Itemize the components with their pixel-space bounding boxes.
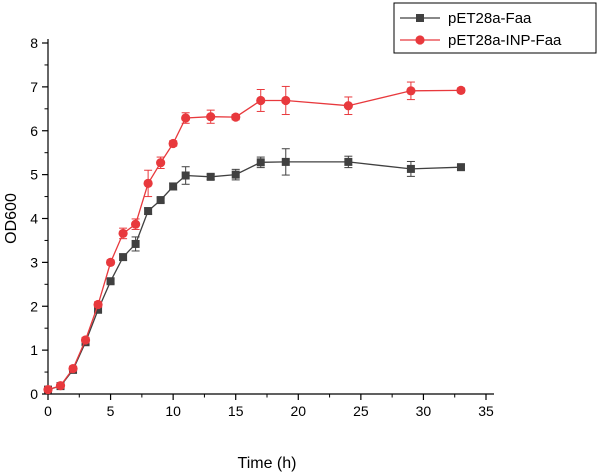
data-point: [80, 335, 91, 345]
data-point: [94, 305, 103, 314]
data-point: [156, 196, 165, 205]
y-tick-label: 7: [30, 79, 38, 95]
data-point: [343, 101, 353, 111]
legend: pET28a-Faa pET28a-INP-Faa: [393, 2, 597, 54]
data-point: [406, 164, 415, 173]
data-point: [406, 86, 416, 96]
data-point: [93, 299, 103, 310]
data-point: [231, 170, 240, 179]
legend-box: [393, 2, 597, 54]
y-tick-label: 1: [30, 342, 38, 358]
y-axis-ticks: 0 1 2 3 4 5 6 7 8: [30, 35, 48, 402]
series-layer: [43, 81, 466, 395]
data-point: [206, 172, 215, 181]
data-point: [456, 85, 466, 95]
data-point: [456, 163, 465, 172]
data-point: [118, 228, 128, 239]
data-point: [105, 257, 116, 267]
data-point: [106, 277, 115, 286]
data-point: [131, 239, 140, 248]
data-point: [281, 157, 290, 166]
y-tick-label: 8: [30, 35, 38, 51]
y-tick-label: 6: [30, 123, 38, 139]
y-axis-title: OD600: [3, 193, 20, 244]
x-tick-label: 30: [416, 403, 432, 419]
data-point: [119, 253, 128, 262]
legend-item-series-1: pET28a-Faa: [400, 10, 532, 27]
data-point: [281, 95, 291, 106]
series-2: [43, 81, 466, 395]
data-point: [256, 95, 266, 106]
axes: 0 5 10 15 20 25 30 35 0 1 2 3 4 5 6 7 8: [30, 35, 494, 419]
series-1: [44, 148, 465, 394]
data-point: [144, 207, 153, 216]
legend-label-series-1: pET28a-Faa: [448, 10, 532, 27]
x-axis-title: Time (h): [238, 455, 297, 472]
y-tick-label: 2: [30, 298, 38, 314]
x-tick-label: 10: [165, 403, 181, 419]
series-line: [47, 161, 462, 391]
data-point: [181, 171, 190, 180]
x-tick-label: 0: [44, 403, 52, 419]
y-tick-label: 0: [30, 386, 38, 402]
data-point: [68, 363, 78, 374]
data-point: [169, 182, 178, 191]
legend-item-series-2: pET28a-INP-Faa: [400, 32, 562, 49]
legend-marker-circle: [415, 35, 425, 45]
data-point: [43, 385, 53, 395]
y-tick-label: 3: [30, 254, 38, 270]
x-tick-label: 20: [290, 403, 306, 419]
data-point: [143, 178, 153, 188]
data-point: [231, 112, 241, 122]
data-point: [131, 219, 141, 229]
data-point: [256, 158, 265, 167]
data-point: [156, 158, 166, 168]
x-axis-ticks: 0 5 10 15 20 25 30 35: [44, 394, 494, 419]
x-tick-label: 25: [353, 403, 369, 419]
data-point: [206, 112, 216, 122]
data-point: [55, 381, 66, 391]
x-tick-label: 5: [107, 403, 115, 419]
x-tick-label: 15: [228, 403, 244, 419]
data-point: [168, 138, 178, 149]
legend-marker-square: [416, 14, 424, 22]
y-tick-label: 4: [30, 211, 38, 227]
data-point: [181, 113, 191, 123]
y-tick-label: 5: [30, 167, 38, 183]
legend-label-series-2: pET28a-INP-Faa: [448, 32, 562, 49]
x-tick-label: 35: [478, 403, 494, 419]
series-line: [47, 89, 462, 391]
data-point: [344, 157, 353, 166]
